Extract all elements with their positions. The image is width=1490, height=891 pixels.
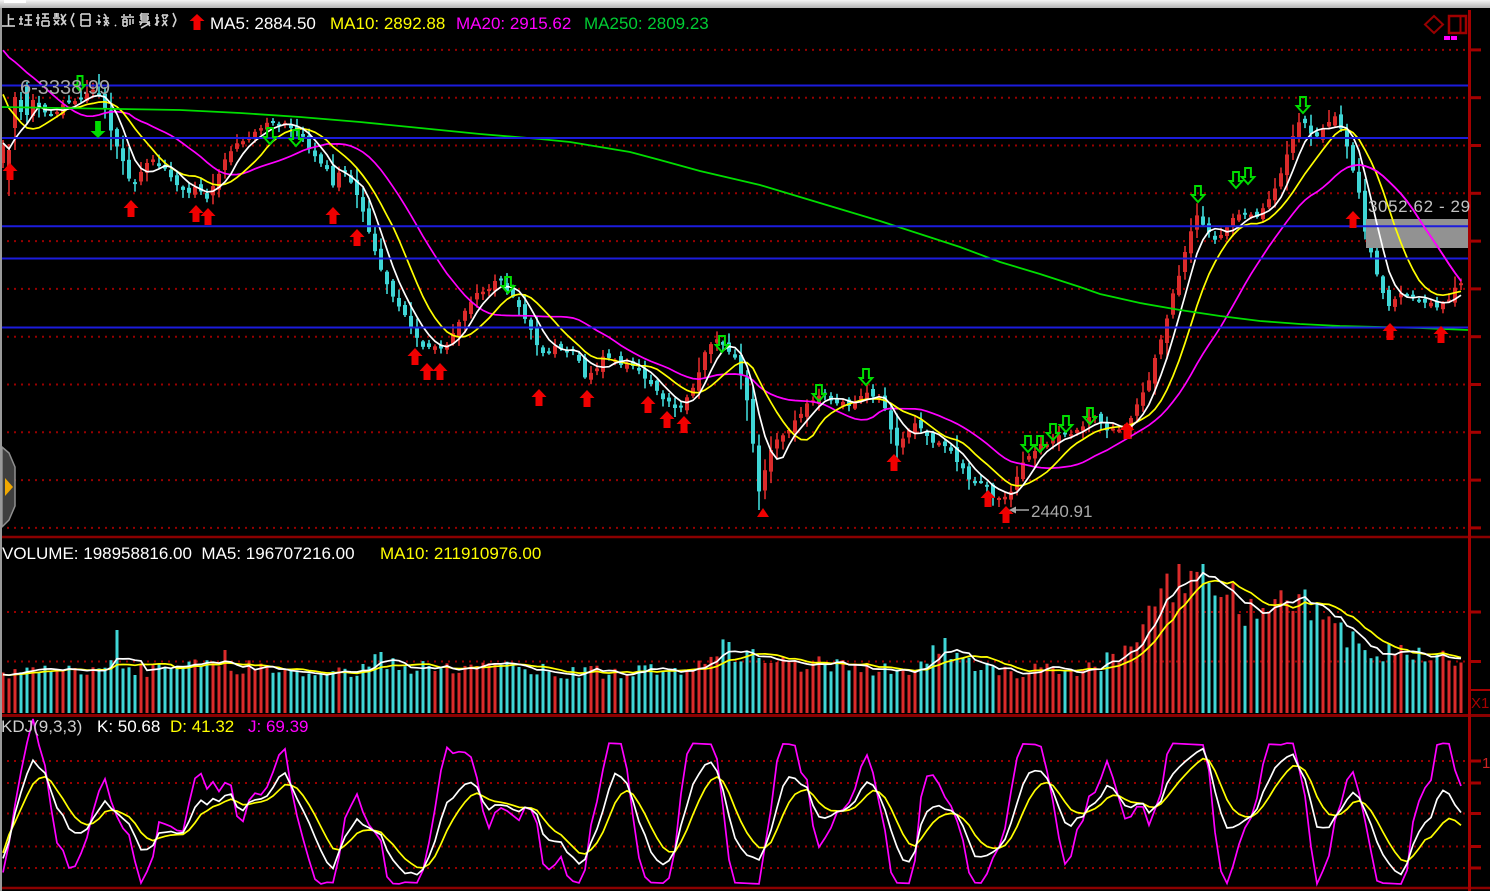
svg-text:MA10: 2892.88: MA10: 2892.88 [330,14,445,33]
svg-text:J: 69.39: J: 69.39 [248,717,309,736]
svg-text:MA10: 211910976.00: MA10: 211910976.00 [380,544,541,563]
svg-text:2440.91: 2440.91 [1031,502,1092,521]
svg-text:X1: X1 [1471,695,1489,712]
svg-text:MA5: 2884.50: MA5: 2884.50 [210,14,316,33]
svg-text:VOLUME: 198958816.00 MA5: 196: VOLUME: 198958816.00 MA5: 196707216.00 [2,544,355,563]
svg-text:D: 41.32: D: 41.32 [170,717,234,736]
svg-text:1: 1 [1482,755,1490,772]
svg-text:6-3338.99: 6-3338.99 [20,77,110,99]
svg-text:3052.62 - 29: 3052.62 - 29 [1368,197,1471,216]
svg-text:KDJ(9,3,3): KDJ(9,3,3) [1,717,82,736]
svg-text:MA20: 2915.62: MA20: 2915.62 [456,14,571,33]
svg-text:MA250: 2809.23: MA250: 2809.23 [584,14,709,33]
svg-text:K: 50.68: K: 50.68 [97,717,160,736]
